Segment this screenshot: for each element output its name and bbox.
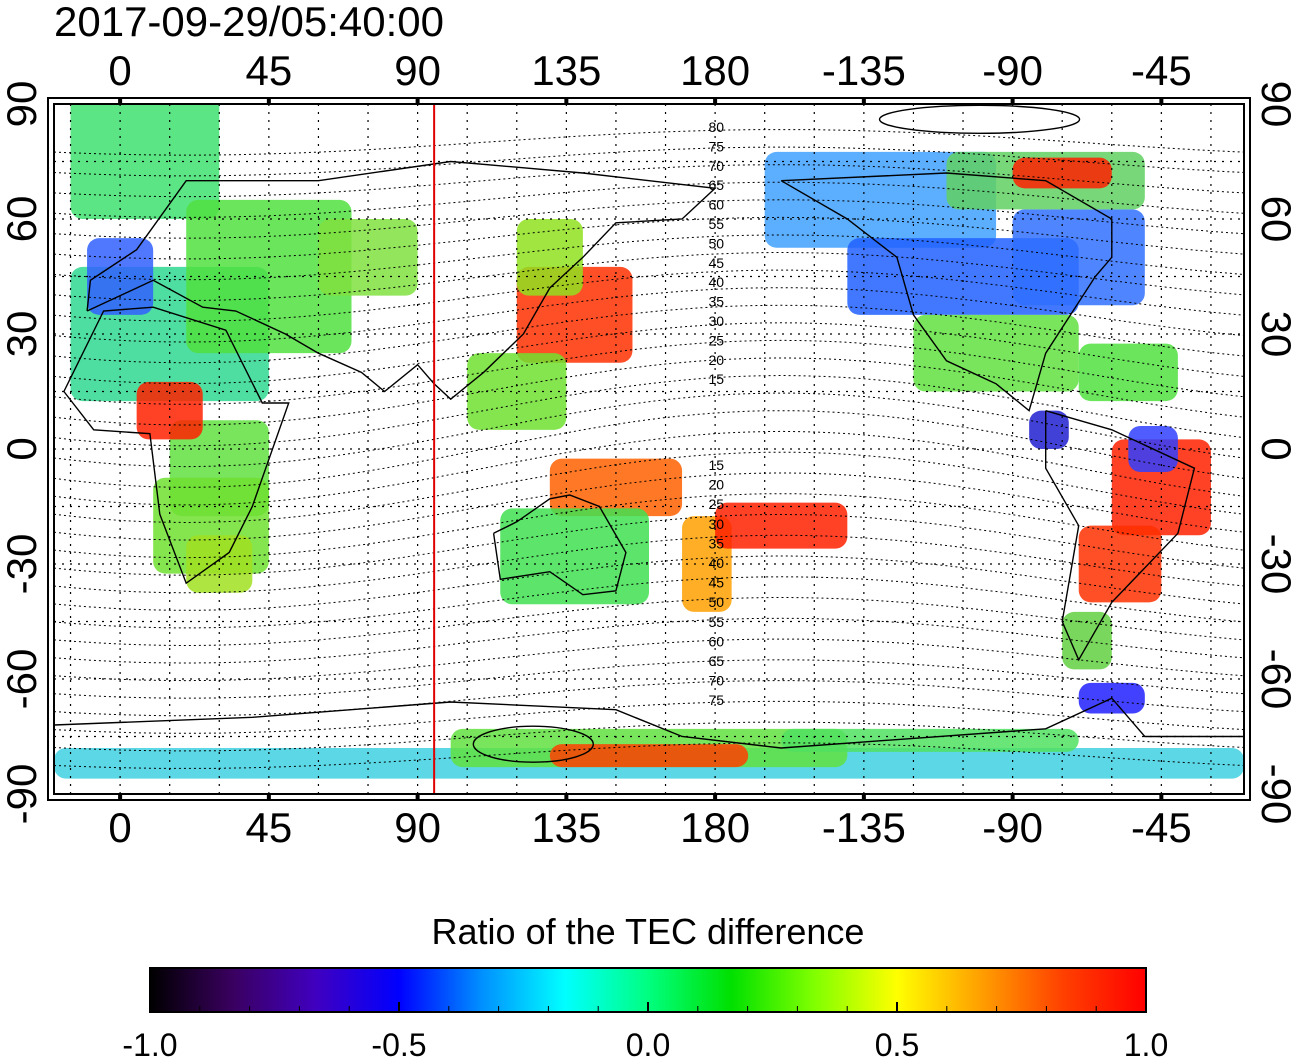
left-latitude-ticks: 90 60 30 0 -30 -60 -90 [0,81,45,825]
mlat-label-north: 55 [709,216,725,232]
map-outer-frame [47,97,1251,801]
mlat-label-north: 50 [709,235,725,251]
mlat-label-north: 60 [709,197,725,213]
mlat-label-south: 50 [709,594,725,610]
top-lon-tick-label: 45 [246,47,293,94]
left-lat-tick-label: -90 [0,764,45,825]
top-longitude-ticks: 0 45 90 135 180 -135 -90 -45 [108,47,1192,104]
top-lon-tick-label: -45 [1131,47,1192,94]
mlat-label-south: 70 [709,673,725,689]
mlat-label-south: 60 [709,633,725,649]
bottom-longitude-ticks: 0 45 90 135 180 -135 -90 -45 [108,794,1192,851]
mlat-label-south: 65 [709,653,725,669]
bottom-lon-tick-label: -45 [1131,804,1192,851]
top-lon-tick-label: 90 [394,47,441,94]
mlat-label-south: 75 [709,692,725,708]
bottom-lon-tick-label: -90 [982,804,1043,851]
mlat-label-south: 30 [709,516,725,532]
map-grid [54,104,1244,794]
mlat-label-north: 20 [709,352,725,368]
mlat-label-south: 20 [709,477,725,493]
left-lat-tick-label: -30 [0,534,45,595]
mlat-label-south: 40 [709,555,725,571]
left-lat-tick-label: 90 [0,81,45,128]
top-lon-tick-label: 135 [531,47,601,94]
magnetic-latitude-contours [54,129,1244,769]
mlat-label-north: 15 [709,371,725,387]
left-lat-tick-label: -60 [0,649,45,710]
top-lon-tick-label: 180 [680,47,750,94]
right-lat-tick-label: -60 [1253,649,1296,710]
top-lon-tick-label: -90 [982,47,1043,94]
mlat-label-north: 80 [709,119,725,135]
coastlines [54,104,1244,763]
bottom-lon-tick-label: 45 [246,804,293,851]
bottom-lon-tick-label: 0 [108,804,131,851]
left-lat-tick-label: 60 [0,196,45,243]
bottom-lon-tick-label: 90 [394,804,441,851]
bottom-lon-tick-label: 135 [531,804,601,851]
mlat-label-north: 35 [709,294,725,310]
mlat-label-north: 45 [709,255,725,271]
right-lat-tick-label: -30 [1253,534,1296,595]
mlat-label-north: 75 [709,138,725,154]
colorbar-tick-label: 0.0 [626,1027,670,1063]
left-lat-tick-label: 30 [0,311,45,358]
right-lat-tick-label: 0 [1253,437,1296,460]
mlat-label-north: 65 [709,177,725,193]
top-lon-tick-label: 0 [108,47,131,94]
mlat-label-south: 45 [709,575,725,591]
bottom-lon-tick-label: 180 [680,804,750,851]
left-lat-tick-label: 0 [0,437,45,460]
colorbar-tick-label: 0.5 [875,1027,919,1063]
mlat-label-south: 35 [709,535,725,551]
mlat-label-north: 30 [709,313,725,329]
mlat-label-south: 55 [709,614,725,630]
map-panel: 0 45 90 135 180 -135 -90 -45 0 45 90 135 180 -135 -90… [0,47,1296,851]
mlat-label-north: 25 [709,332,725,348]
bottom-lon-tick-label: -135 [822,804,906,851]
mlat-label-south: 15 [709,457,725,473]
colorbar-tick-label: 1.0 [1124,1027,1168,1063]
mlat-label-south: 25 [709,496,725,512]
magnetic-latitude-labels: 80 75 70 65 60 55 50 45 40 35 30 25 20 15 15 20 25 30 35 40… [709,119,725,708]
map-frame [53,103,1245,795]
right-lat-tick-label: -90 [1253,764,1296,825]
right-lat-tick-label: 90 [1253,81,1296,128]
tec-data-layer [54,104,1244,779]
top-lon-tick-label: -135 [822,47,906,94]
mlat-label-north: 70 [709,158,725,174]
colorbar-ticks: -1.0 -0.5 0.0 0.5 1.0 [122,1002,1168,1063]
mlat-label-north: 40 [709,274,725,290]
right-latitude-ticks: 90 60 30 0 -30 -60 -90 [1253,81,1296,825]
colorbar: Ratio of the TEC difference -1.0 -0.5 0.0 0… [122,911,1168,1063]
colorbar-tick-label: -1.0 [122,1027,177,1063]
right-lat-tick-label: 30 [1253,311,1296,358]
figure-title: 2017-09-29/05:40:00 [54,0,444,45]
right-lat-tick-label: 60 [1253,196,1296,243]
colorbar-tick-label: -0.5 [371,1027,426,1063]
colorbar-title: Ratio of the TEC difference [432,911,865,952]
